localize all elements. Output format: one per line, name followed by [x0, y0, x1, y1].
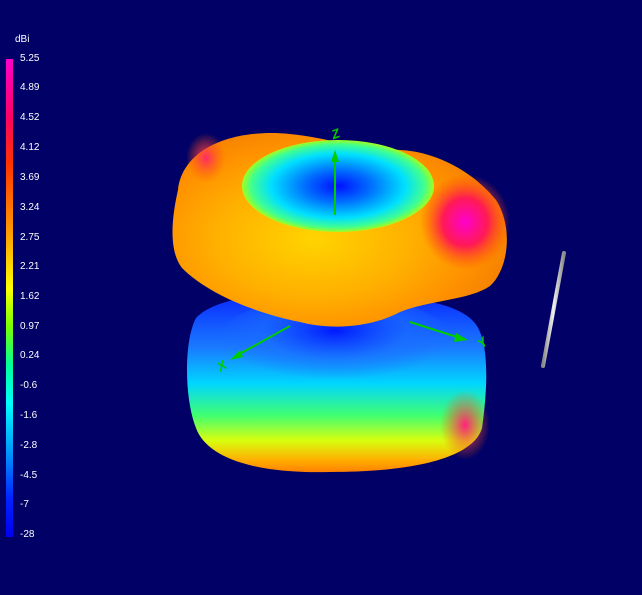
lower-lobe — [187, 294, 490, 473]
legend-tick: 2.21 — [20, 261, 40, 272]
legend-tick: 3.24 — [20, 202, 40, 213]
color-scale-bar — [6, 59, 13, 537]
x-axis-arrow-icon — [230, 350, 243, 360]
legend-tick: -4.5 — [20, 470, 38, 481]
legend-tick: 4.12 — [20, 142, 40, 153]
upper-lobe — [172, 133, 510, 327]
dipole-antenna-element — [541, 251, 566, 368]
y-axis-line — [409, 321, 461, 339]
legend-tick: 2.75 — [20, 232, 40, 243]
legend-tick: 4.52 — [20, 112, 40, 123]
legend-tick: 0.24 — [20, 350, 40, 361]
legend-tick: 5.25 — [20, 53, 40, 64]
coordinate-axes — [230, 150, 468, 360]
legend-tick: -7 — [20, 499, 29, 510]
z-axis-arrow-icon — [331, 150, 339, 162]
legend-tick: 1.62 — [20, 291, 40, 302]
z-axis-label: Z — [328, 125, 343, 143]
legend-tick: 3.69 — [20, 172, 40, 183]
legend-tick: -2.8 — [20, 440, 38, 451]
legend-tick: -1.6 — [20, 410, 38, 421]
legend-tick: -0.6 — [20, 380, 38, 391]
x-axis-line — [235, 325, 291, 357]
legend-tick: -28 — [20, 529, 35, 540]
legend-unit-label: dBi — [15, 34, 30, 45]
legend-tick: 4.89 — [20, 82, 40, 93]
y-axis-arrow-icon — [454, 333, 468, 342]
legend-tick: 0.97 — [20, 321, 40, 332]
